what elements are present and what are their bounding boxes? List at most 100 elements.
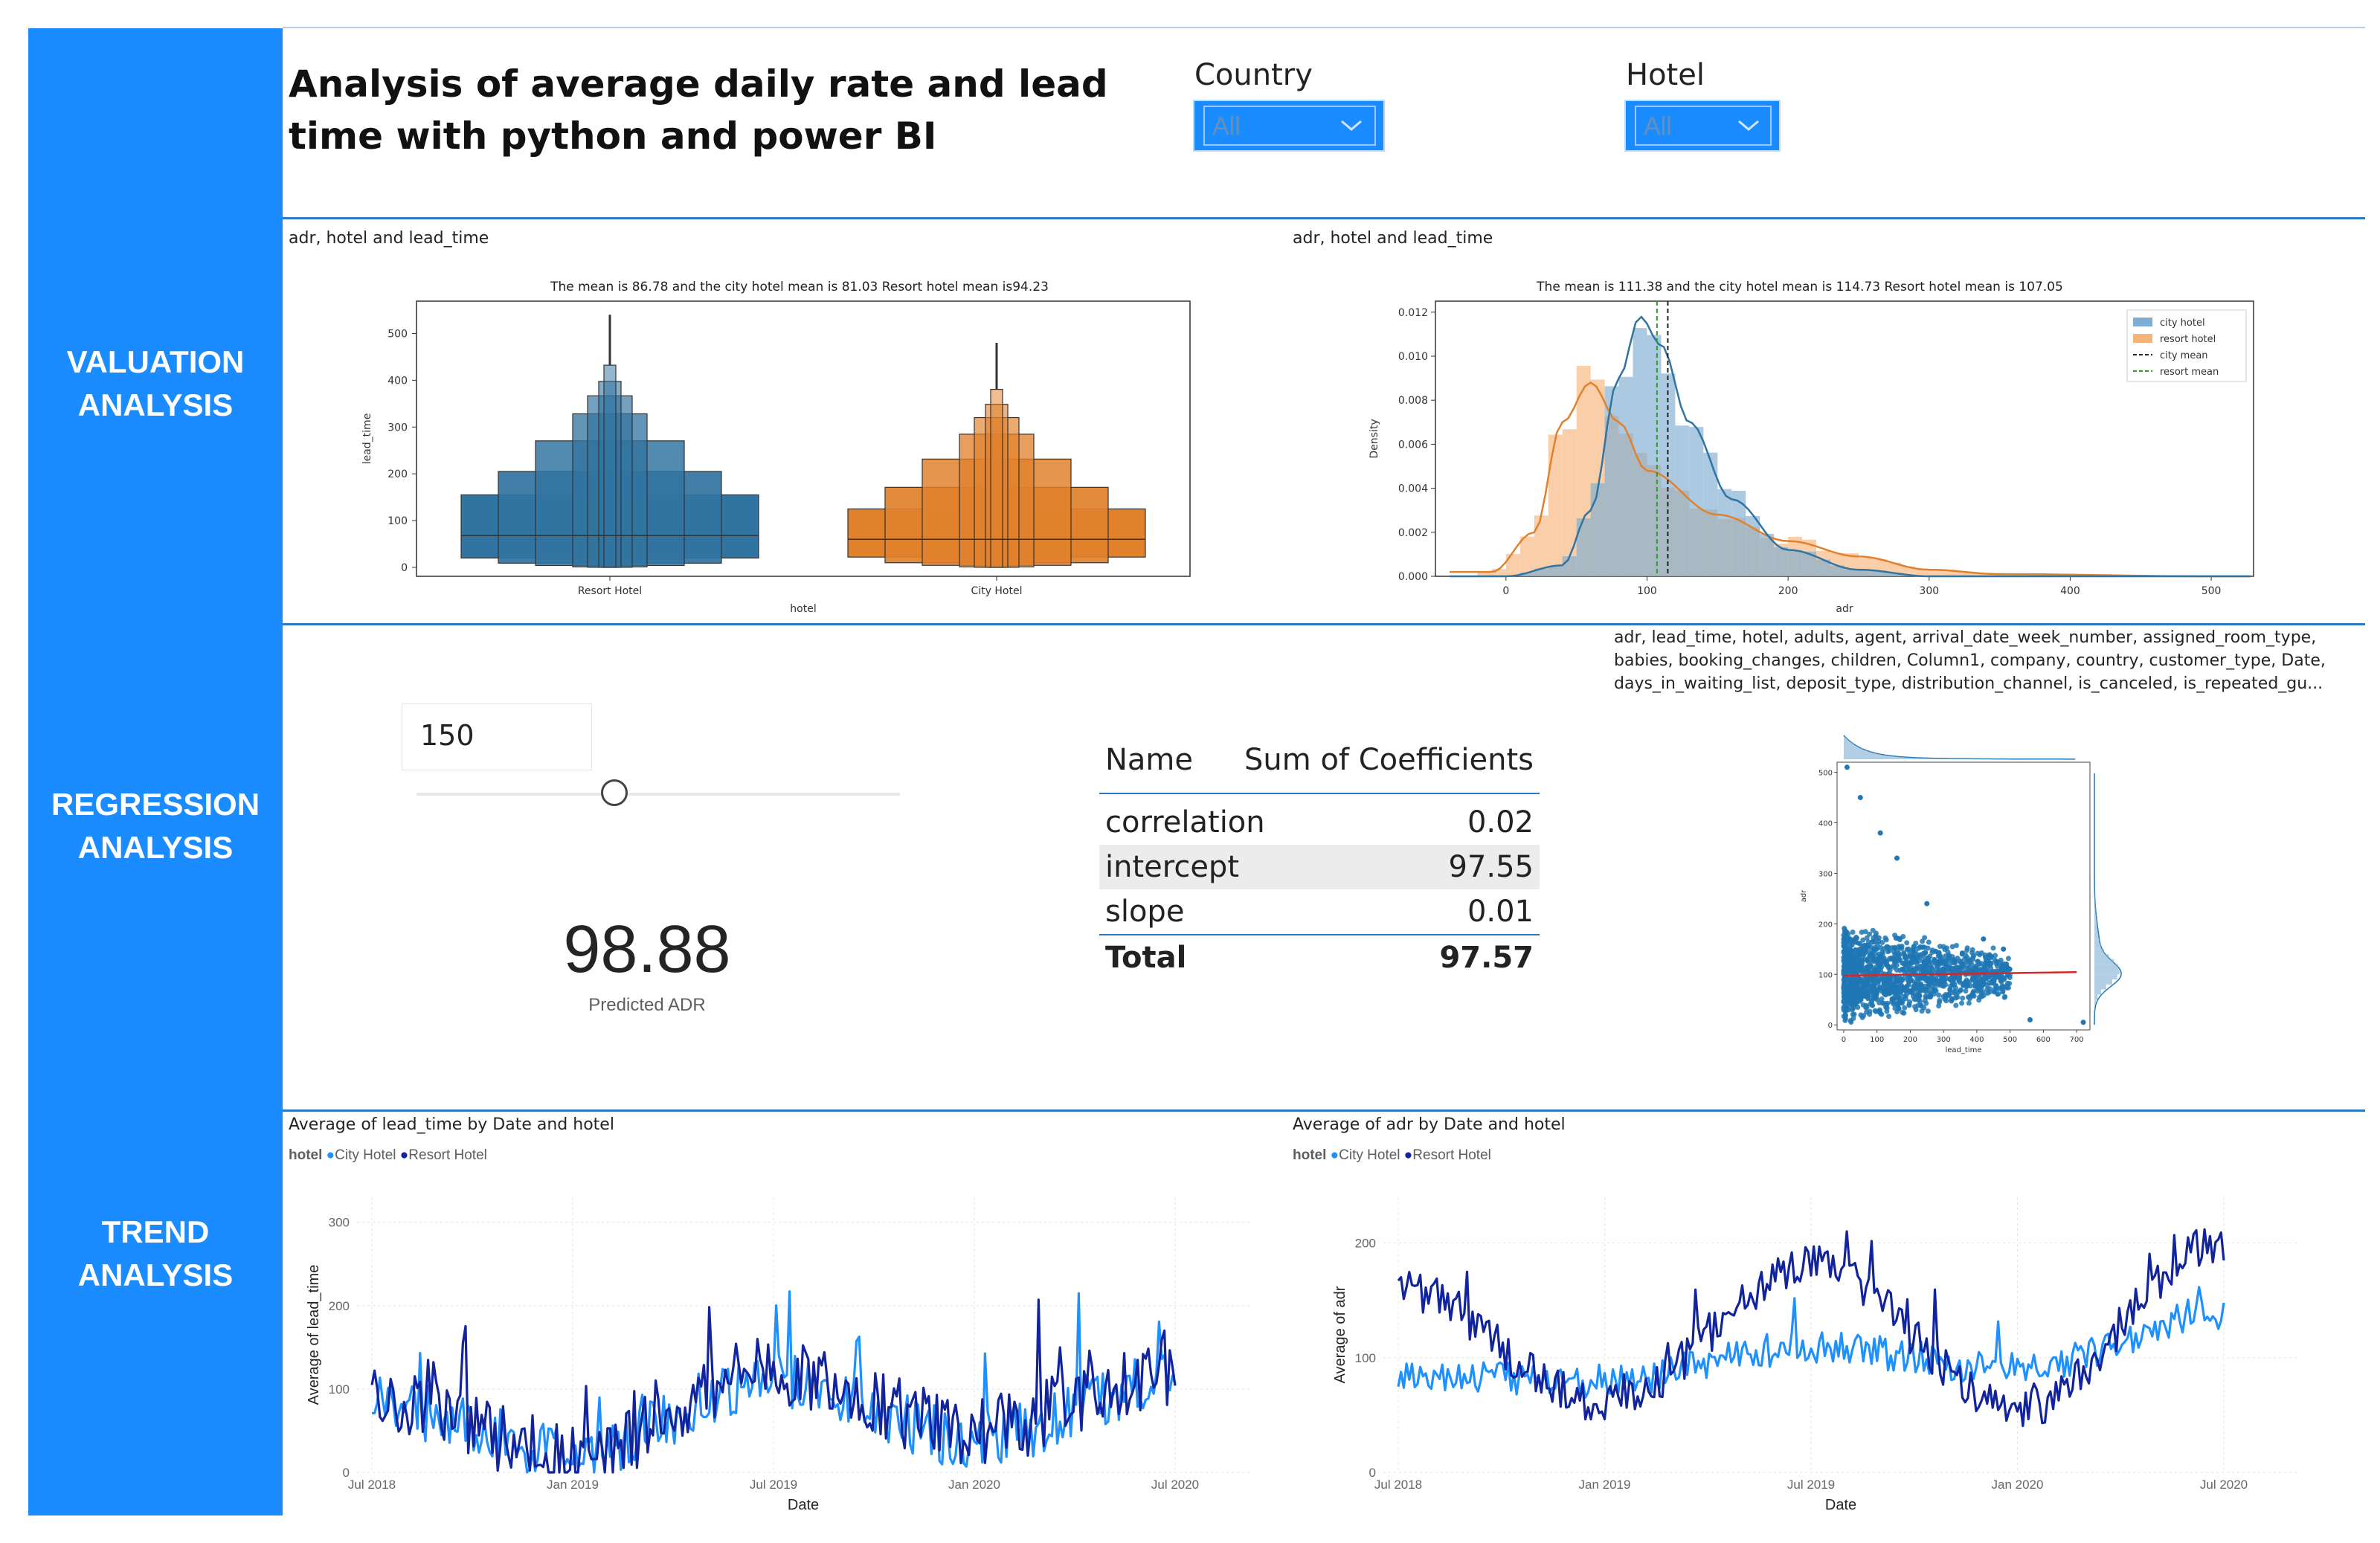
scatter-point [1982,952,1988,958]
scatter-point [1949,966,1955,972]
scatter-point [1924,901,1930,906]
scatter-point [1969,947,1975,953]
scatter-point [1879,940,1885,946]
scatter-point [1998,979,2004,985]
scatter-point [1995,963,2001,969]
marginal-top-bar [1885,756,1891,759]
x-tick-label: 100 [1870,1036,1884,1044]
scatter-point [1864,935,1870,941]
x-tick-label: Jul 2020 [1151,1478,1199,1492]
scatter-point [1935,963,1941,969]
scatter-point [1846,952,1852,958]
histogram-bar [1675,425,1690,576]
scatter-point [1862,967,1868,973]
scatter-point [1894,985,1900,991]
marginal-right-bar [2094,969,2120,975]
x-tick-label: 400 [1969,1036,1984,1044]
boxen-level [603,364,617,568]
slider-handle[interactable] [601,779,628,806]
chevron-down-icon [1738,120,1759,131]
table-cell: slope [1105,895,1185,929]
scatter-point [2007,975,2013,981]
country-dropdown[interactable]: All [1203,106,1376,146]
hotel-dropdown[interactable]: All [1635,106,1772,146]
marginal-top-bar [1946,758,1951,759]
scatter-point [1906,1002,1912,1008]
x-tick-label: Jul 2019 [750,1478,797,1492]
scatter-point [1902,954,1908,960]
divider [283,217,2365,219]
slider-value-box[interactable]: 150 [402,703,592,770]
scatter-point [1881,980,1887,986]
y-tick-label: 200 [329,1299,350,1313]
legend-dot: ● [326,1147,335,1163]
page-title-line: Analysis of average daily rate and lead [289,62,1108,106]
country-slicer[interactable]: All [1193,100,1385,152]
scatter-point [1975,959,1981,964]
scatter-point [1891,949,1897,955]
marginal-right-bar [2094,949,2105,955]
kde-line [1450,315,2251,578]
scatter-point [1853,947,1859,953]
legend-label: city mean [2160,350,2208,361]
histogram-bar [1576,518,1591,576]
x-tick-label: Jan 2019 [547,1478,599,1492]
y-tick-label: 200 [387,468,408,480]
section-label-line: ANALYSIS [77,1257,234,1292]
histogram-bar [1971,573,1986,576]
scatter-point [1849,942,1855,948]
hotel-slicer[interactable]: All [1624,100,1781,152]
marginal-top-bar [1843,738,1849,759]
marginal-top-bar [1941,758,1946,759]
scatter-point [1917,964,1923,970]
scatter-point [1986,979,1992,985]
scatter-point [2004,961,2010,967]
histogram-bar [1534,515,1548,576]
legend-item-resort: Resort Hotel [1412,1147,1491,1163]
y-tick-label: 300 [1818,870,1833,878]
section-label-line: REGRESSION [51,787,260,822]
y-tick-label: 300 [329,1216,350,1230]
histogram-bar [1746,515,1760,576]
marginal-right-bar [2094,944,2102,950]
histogram-bar [1703,452,1718,576]
scatter-point [1870,1002,1876,1008]
scatter-point [1862,929,1868,935]
hotel-dropdown-value: All [1644,112,1672,141]
marginal-top-bar [1890,756,1895,759]
marginal-top-kde [1843,735,2076,760]
scatter-point [1909,953,1915,959]
histogram-bar [1886,573,1901,576]
y-tick-label: 0.002 [1398,527,1428,539]
scatter-point [1842,927,1847,932]
scatter-point [1844,1005,1850,1011]
jointplot-chart: 0 100 200 300 400 500 600 700 0 100 200 300 400 500 le… [1800,735,2122,1054]
x-tick-label: Jan 2019 [1579,1478,1631,1492]
histogram-bar [1505,553,1520,576]
scatter-point [1917,954,1923,960]
top-border [283,27,2365,28]
scatter-point [1968,967,1974,973]
histogram-bar [1689,427,1704,576]
scatter-point [1972,982,1978,988]
scatter-point [1936,992,1942,998]
scatter-point [1871,982,1877,988]
density-visual-title: adr, hotel and lead_time [1293,229,1493,248]
slider-track[interactable] [416,793,900,796]
marginal-top-bar [1871,753,1876,759]
marginal-right-bar [2094,984,2106,990]
scatter-point [1865,959,1871,964]
scatter-point [1884,944,1890,950]
scatter-point [1882,935,1888,941]
y-tick-label: 0 [343,1466,350,1480]
scatter-point [1859,1014,1865,1020]
scatter-point [1874,941,1880,947]
y-tick-label: 0 [401,562,408,574]
x-tick-label: 300 [1937,1036,1951,1044]
scatter-point [1905,946,1911,952]
adr-legend: hotel ●City Hotel ●Resort Hotel [1293,1147,1491,1164]
marginal-right-bar [2094,964,2118,970]
y-axis-label: Average of adr [1332,1286,1348,1383]
histogram-bar [1844,569,1859,576]
scatter-point [1916,997,1922,1003]
